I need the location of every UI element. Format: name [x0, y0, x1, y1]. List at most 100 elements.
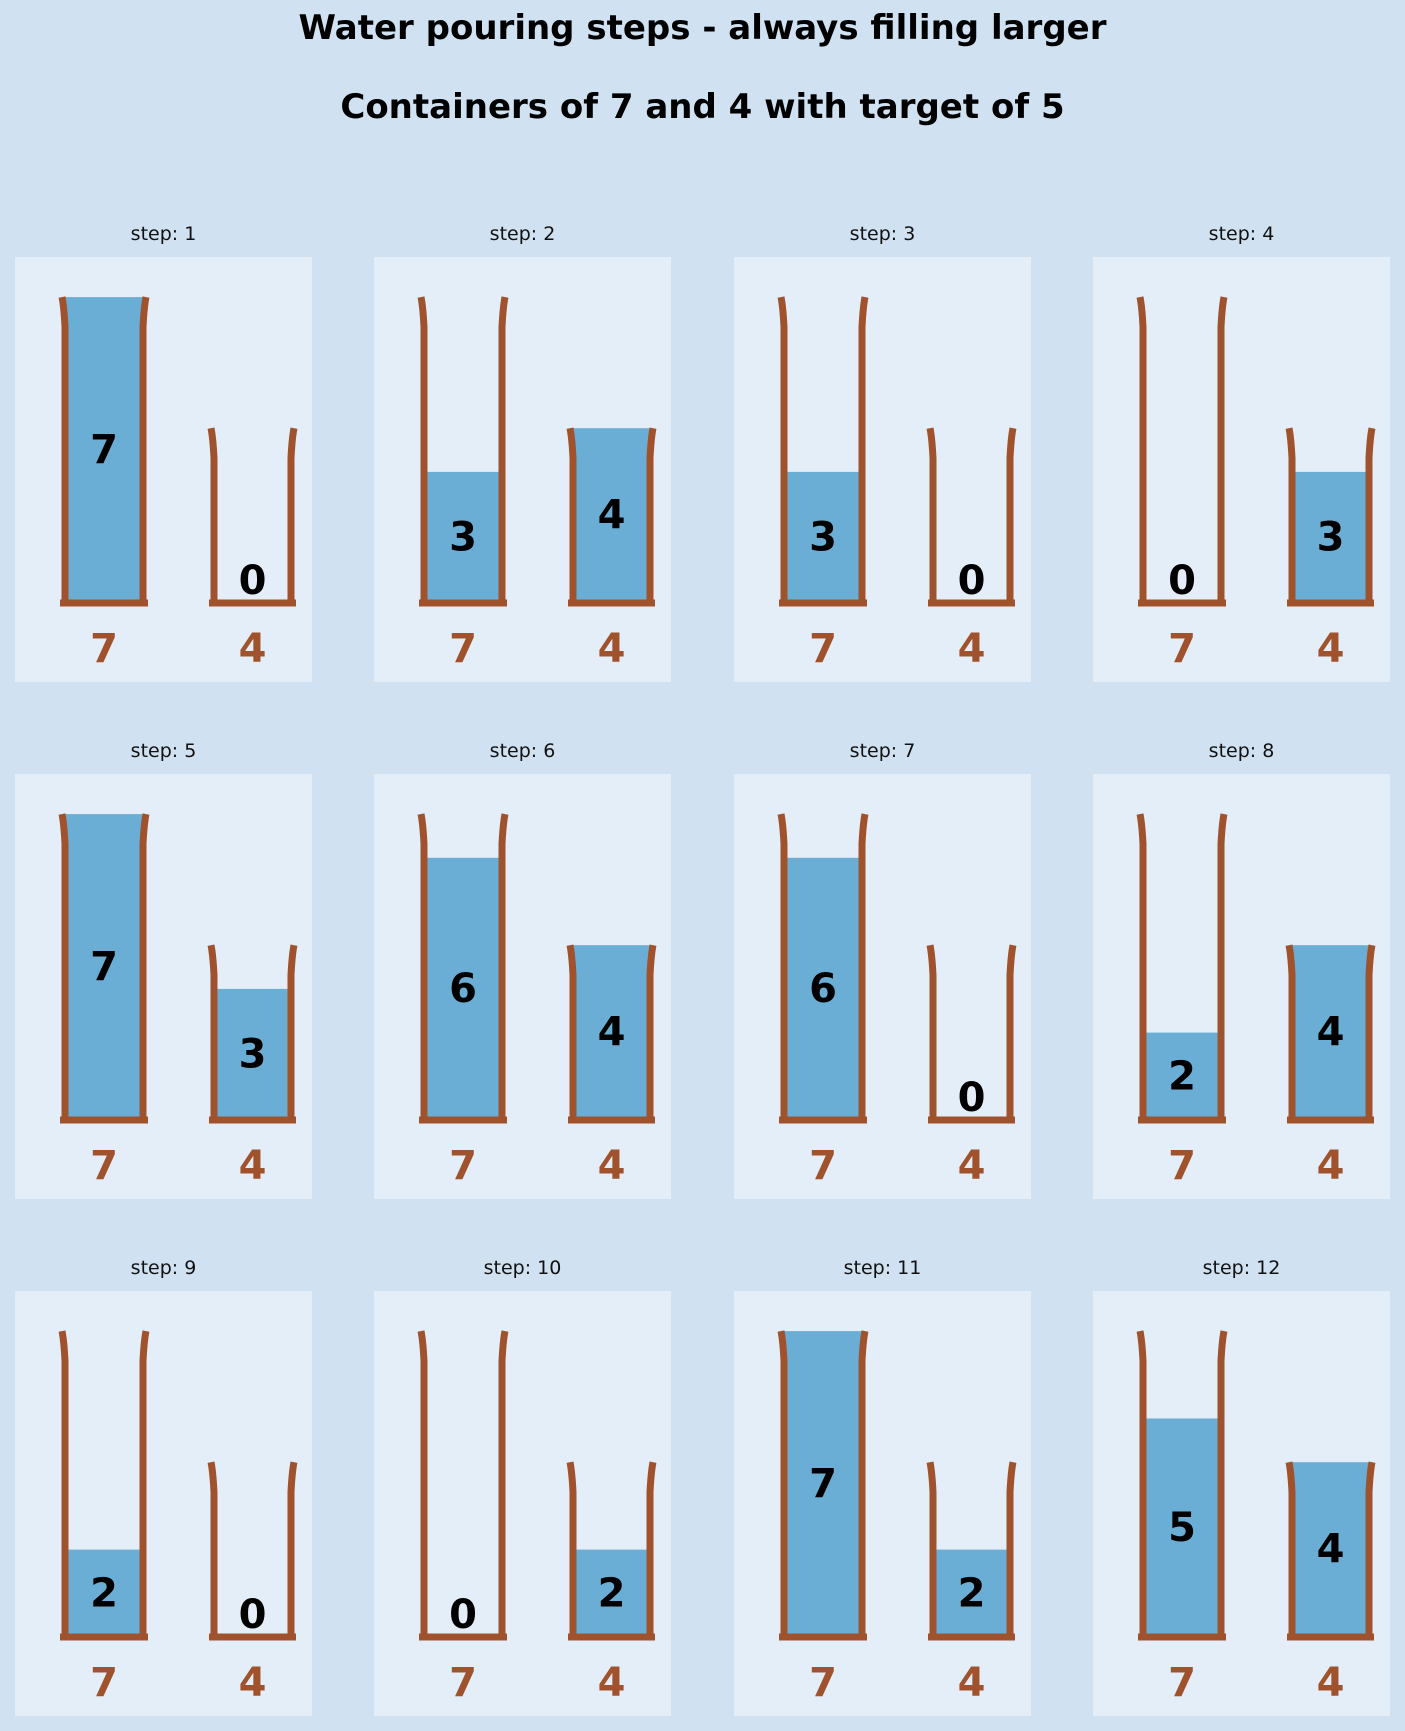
step-label: step: 5	[130, 740, 197, 762]
step-label: step: 6	[489, 740, 556, 762]
capacity-label: 7	[809, 1660, 837, 1706]
capacity-label: 7	[90, 1143, 118, 1189]
step-diagram: 7 7 0 4	[58, 296, 298, 672]
water-fill	[214, 988, 291, 1120]
level-label: 3	[809, 514, 837, 560]
capacity-label: 4	[598, 1143, 626, 1189]
level-label: 3	[1317, 514, 1345, 560]
step-diagram: 5 7 4 4	[1136, 1330, 1376, 1706]
water-fill	[784, 857, 862, 1120]
level-label: 0	[1168, 558, 1196, 604]
capacity-label: 4	[958, 626, 986, 672]
level-label: 6	[809, 966, 837, 1012]
step-panel: 3 7 0 4	[734, 257, 1031, 682]
step-panel: 6 7 0 4	[734, 774, 1031, 1199]
capacity-label: 4	[958, 1143, 986, 1189]
level-label: 6	[449, 966, 477, 1012]
water-fill	[933, 1549, 1010, 1637]
capacity-label: 7	[1168, 1660, 1196, 1706]
step-panel: 2 7 4 4	[1093, 774, 1390, 1199]
step-panel: 7 7 3 4	[15, 774, 312, 1199]
level-label: 0	[958, 558, 986, 604]
capacity-label: 4	[239, 626, 267, 672]
capacity-label: 4	[239, 1143, 267, 1189]
capacity-label: 4	[598, 626, 626, 672]
level-label: 4	[1317, 1010, 1345, 1056]
step-diagram: 7 7 3 4	[58, 813, 298, 1189]
water-fill	[1292, 471, 1369, 603]
level-label: 5	[1168, 1505, 1196, 1551]
level-label: 4	[598, 493, 626, 539]
water-fill	[65, 297, 143, 603]
step-diagram: 6 7 4 4	[417, 813, 657, 1189]
water-fill	[573, 945, 650, 1120]
step-label: step: 4	[1208, 223, 1275, 245]
step-label: step: 3	[849, 223, 916, 245]
capacity-label: 4	[239, 1660, 267, 1706]
capacity-label: 7	[449, 626, 477, 672]
level-label: 0	[449, 1592, 477, 1638]
level-label: 0	[239, 1592, 267, 1638]
step-diagram: 7 7 2 4	[777, 1330, 1017, 1706]
level-label: 2	[958, 1570, 986, 1616]
step-diagram: 3 7 0 4	[777, 296, 1017, 672]
step-diagram: 2 7 4 4	[1136, 813, 1376, 1189]
capacity-label: 7	[90, 1660, 118, 1706]
step-diagram: 2 7 0 4	[58, 1330, 298, 1706]
page-subtitle: Containers of 7 and 4 with target of 5	[340, 87, 1065, 127]
level-label: 7	[809, 1461, 837, 1507]
step-panel: 2 7 0 4	[15, 1291, 312, 1716]
step-label: step: 8	[1208, 740, 1275, 762]
step-panel: 0 7 2 4	[374, 1291, 671, 1716]
capacity-label: 4	[1317, 626, 1345, 672]
step-label: step: 12	[1202, 1257, 1281, 1279]
level-label: 7	[90, 944, 118, 990]
step-label: step: 7	[849, 740, 916, 762]
step-panel: 7 7 0 4	[15, 257, 312, 682]
step-panel: 6 7 4 4	[374, 774, 671, 1199]
capacity-label: 4	[1317, 1143, 1345, 1189]
level-label: 0	[239, 558, 267, 604]
water-fill	[784, 1331, 862, 1637]
water-fill	[1143, 1418, 1221, 1637]
capacity-label: 7	[1168, 1143, 1196, 1189]
capacity-label: 7	[809, 626, 837, 672]
water-fill	[424, 471, 502, 603]
capacity-label: 7	[90, 626, 118, 672]
step-panel: 3 7 4 4	[374, 257, 671, 682]
capacity-label: 7	[1168, 626, 1196, 672]
water-fill	[424, 857, 502, 1120]
capacity-label: 4	[598, 1660, 626, 1706]
water-fill	[65, 814, 143, 1120]
step-diagram: 0 7 3 4	[1136, 296, 1376, 672]
capacity-label: 4	[958, 1660, 986, 1706]
level-label: 4	[1317, 1527, 1345, 1573]
water-fill	[784, 471, 862, 603]
level-label: 4	[598, 1010, 626, 1056]
capacity-label: 7	[449, 1660, 477, 1706]
step-diagram: 6 7 0 4	[777, 813, 1017, 1189]
step-label: step: 2	[489, 223, 556, 245]
step-label: step: 11	[843, 1257, 922, 1279]
level-label: 2	[598, 1570, 626, 1616]
water-fill	[65, 1549, 143, 1637]
water-fill	[1292, 1462, 1369, 1637]
water-fill	[573, 1549, 650, 1637]
step-panel: 5 7 4 4	[1093, 1291, 1390, 1716]
level-label: 2	[90, 1570, 118, 1616]
capacity-label: 7	[449, 1143, 477, 1189]
capacity-label: 7	[809, 1143, 837, 1189]
level-label: 7	[90, 427, 118, 473]
step-diagram: 0 7 2 4	[417, 1330, 657, 1706]
water-fill	[1143, 1032, 1221, 1120]
step-diagram: 3 7 4 4	[417, 296, 657, 672]
water-fill	[1292, 945, 1369, 1120]
step-label: step: 1	[130, 223, 197, 245]
water-fill	[573, 428, 650, 603]
capacity-label: 4	[1317, 1660, 1345, 1706]
step-panel: 7 7 2 4	[734, 1291, 1031, 1716]
level-label: 2	[1168, 1053, 1196, 1099]
level-label: 3	[239, 1031, 267, 1077]
level-label: 0	[958, 1075, 986, 1121]
